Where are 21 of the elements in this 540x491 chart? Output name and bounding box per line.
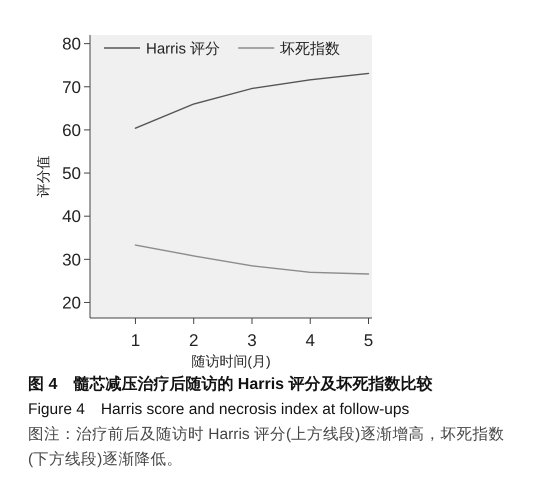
y-tick-label: 40: [62, 207, 81, 226]
y-tick-label: 60: [62, 120, 81, 140]
x-tick-label: 5: [364, 331, 374, 350]
x-tick-label: 3: [247, 331, 257, 350]
text: 图 4 髓芯减压治疗后随访的 Harris 评分及坏死指数比较: [28, 374, 434, 395]
text: Figure 4 Harris score and necrosis index at follow-ups: [28, 400, 410, 420]
y-tick-label: 50: [62, 164, 81, 184]
line-series: [134, 72, 370, 129]
x-axis-title: 随访时间(月): [191, 353, 271, 369]
y-tick-label: 80: [62, 34, 81, 54]
y-tick-label: 70: [62, 78, 81, 97]
y-tick-label: 30: [62, 250, 81, 270]
x-tick-label: 2: [188, 331, 198, 350]
x-tick-label: 4: [306, 331, 315, 350]
legend-label: Harris 评分: [146, 40, 220, 58]
x-tick-label: 1: [130, 331, 140, 350]
line-series: [134, 244, 370, 275]
y-tick-label: 20: [62, 293, 81, 312]
y-axis-title: 评分值: [35, 156, 51, 198]
legend-label: 坏死指数: [279, 40, 340, 58]
text: 图注：治疗前后及随访时 Harris 评分(上方线段)逐渐增高，坏死指数(下方线段)逐渐降低。: [28, 425, 506, 470]
